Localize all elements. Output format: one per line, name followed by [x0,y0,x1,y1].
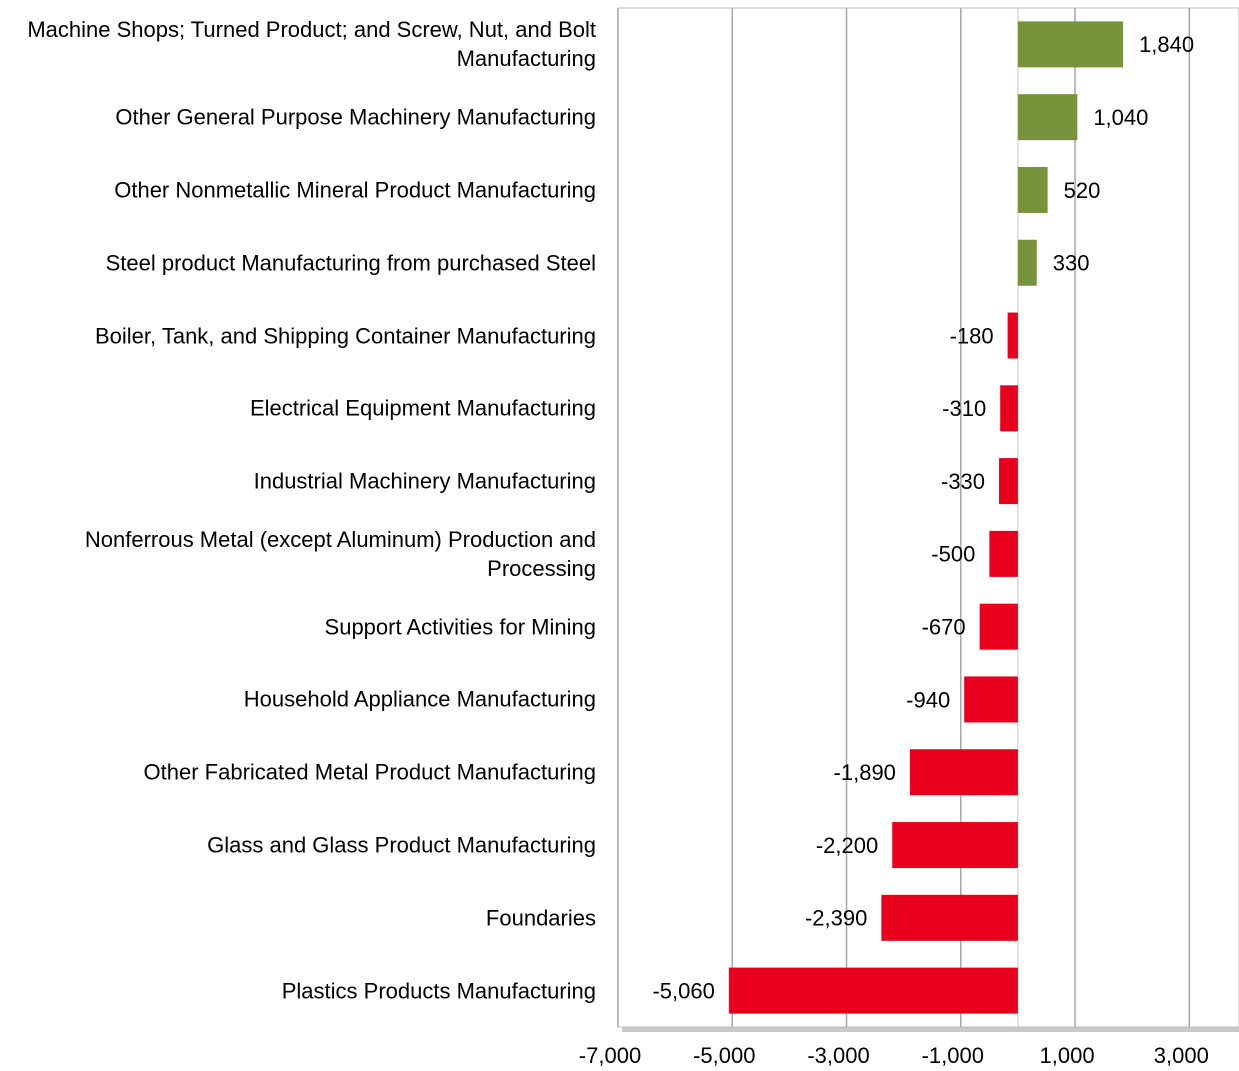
value-label: -330 [941,469,985,494]
category-label: Other Nonmetallic Mineral Product Manufa… [114,177,596,203]
bar [909,749,1018,796]
category-label: Glass and Glass Product Manufacturing [207,832,596,858]
x-tick-label: -7,000 [579,1043,641,1068]
bar [1017,21,1124,68]
value-label: -1,890 [834,760,896,785]
bar [1007,312,1018,359]
value-label: -500 [931,542,975,567]
x-tick-label: -5,000 [693,1043,755,1068]
value-label: 1,040 [1093,105,1148,130]
category-label: Plastics Products Manufacturing [281,978,596,1004]
bar [999,458,1018,505]
x-tick-label: -3,000 [807,1043,869,1068]
value-label: -670 [922,614,966,639]
category-label: Household Appliance Manufacturing [243,686,596,712]
value-label: -940 [906,687,950,712]
category-label: Other Fabricated Metal Product Manufactu… [143,759,596,785]
value-label: -2,390 [805,906,867,931]
x-tick-label: 3,000 [1154,1043,1209,1068]
plot-area [617,7,1239,1028]
bar [881,894,1018,941]
category-label: Steel product Manufacturing from purchas… [105,250,596,276]
bar [1000,385,1018,432]
value-label: -2,200 [816,833,878,858]
bar [1017,239,1037,286]
bar [989,530,1018,577]
category-label: Boiler, Tank, and Shipping Container Man… [94,323,596,349]
value-label: -310 [942,396,986,421]
category-label: Support Activities for Mining [324,614,596,640]
value-label: 1,840 [1139,32,1194,57]
bar [892,822,1018,869]
bar [964,676,1018,723]
value-label: 520 [1064,178,1101,203]
bar [979,603,1018,650]
value-label: -5,060 [652,978,714,1003]
category-label: Machine Shops; Turned Product; and Screw… [27,17,596,72]
x-tick-label: -1,000 [922,1043,984,1068]
x-tick-label: 1,000 [1040,1043,1095,1068]
value-label: 330 [1053,251,1090,276]
bar [1017,166,1048,213]
category-label: Nonferrous Metal (except Aluminum) Produ… [84,526,596,581]
category-label: Foundaries [485,905,596,931]
bar [1017,94,1078,141]
value-label: -180 [950,323,994,348]
category-label: Other General Purpose Machinery Manufact… [115,104,596,130]
category-label: Electrical Equipment Manufacturing [249,395,596,421]
category-label: Industrial Machinery Manufacturing [253,468,596,494]
bar [728,967,1018,1014]
